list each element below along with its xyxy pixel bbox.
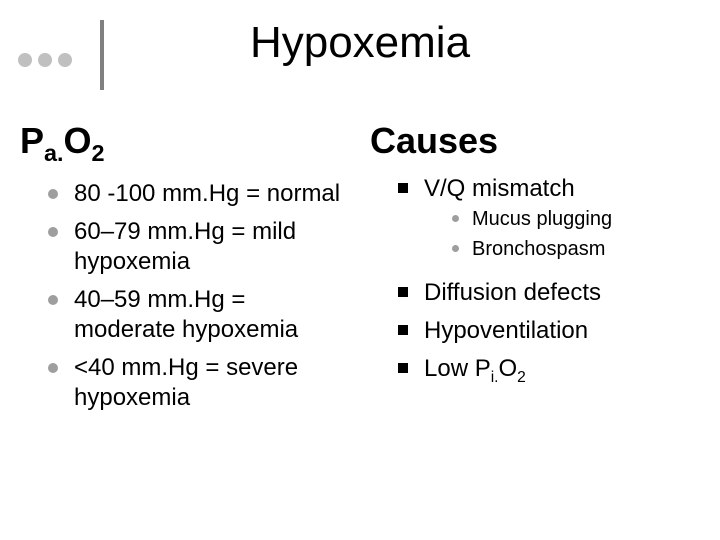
list-item-label: V/Q mismatch [424,175,575,202]
list-item: 40–59 mm.Hg = moderate hypoxemia [48,285,350,345]
list-item: V/Q mismatch Mucus plugging Bronchospasm [398,174,700,270]
two-column-body: Pa.O2 80 -100 mm.Hg = normal 60–79 mm.Hg… [20,120,700,421]
left-column: Pa.O2 80 -100 mm.Hg = normal 60–79 mm.Hg… [20,120,360,421]
pao2-ranges-list: 80 -100 mm.Hg = normal 60–79 mm.Hg = mil… [20,179,350,413]
right-column: Causes V/Q mismatch Mucus plugging Bronc… [360,120,700,421]
slide: Hypoxemia Pa.O2 80 -100 mm.Hg = normal 6… [0,0,720,540]
list-item: Low Pi.O2 [398,354,700,387]
causes-list: V/Q mismatch Mucus plugging Bronchospasm… [370,174,700,387]
left-heading: Pa.O2 [20,120,350,167]
slide-title: Hypoxemia [0,18,720,68]
list-item: 60–79 mm.Hg = mild hypoxemia [48,217,350,277]
list-item: Hypoventilation [398,316,700,346]
sublist-item: Bronchospasm [452,236,700,262]
list-item: Diffusion defects [398,278,700,308]
causes-sublist: Mucus plugging Bronchospasm [424,204,700,270]
right-heading: Causes [370,120,700,162]
list-item: 80 -100 mm.Hg = normal [48,179,350,209]
sublist-item: Mucus plugging [452,206,700,232]
list-item: <40 mm.Hg = severe hypoxemia [48,353,350,413]
